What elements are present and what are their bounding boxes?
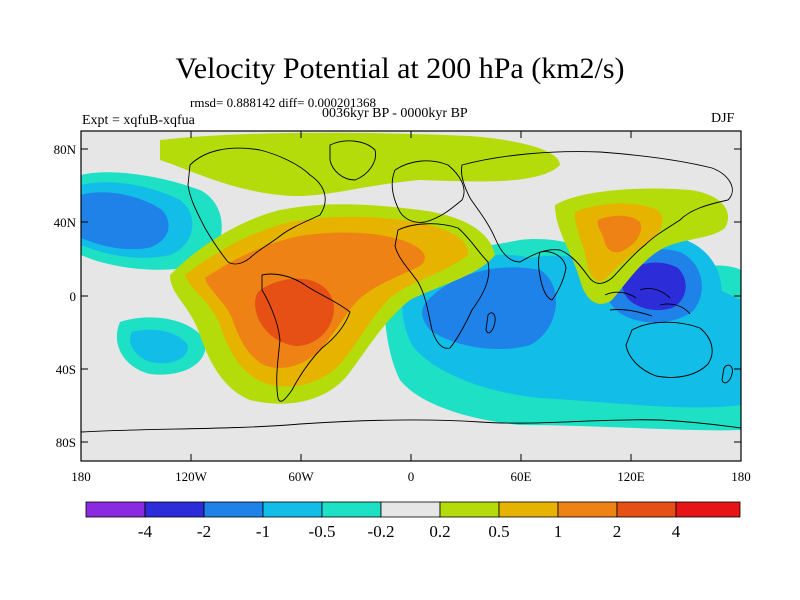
- colorbar-box-10: [675, 501, 741, 518]
- lon-label-120w: 120W: [175, 469, 208, 484]
- south-pacific-mid-negative: [130, 329, 188, 364]
- colorbar-label-5: 0.2: [429, 522, 450, 541]
- colorbar-labels: -4 -2 -1 -0.5 -0.2 0.2 0.5 1 2 4: [138, 522, 681, 541]
- coastline-india: [538, 251, 567, 301]
- colorbar-label-9: 4: [672, 522, 681, 541]
- lon-label-120e: 120E: [617, 469, 645, 484]
- lon-label-0: 0: [408, 469, 415, 484]
- coastlines: [81, 140, 741, 433]
- coastline-madagascar: [485, 312, 496, 334]
- colorbar-box-7: [498, 501, 559, 518]
- colorbar-label-1: -2: [197, 522, 211, 541]
- coastline-asia: [461, 151, 733, 284]
- coastline-africa: [394, 223, 490, 349]
- period-label: 0036kyr BP - 0000kyr BP: [322, 106, 468, 121]
- coastline-new-zealand: [721, 364, 733, 384]
- coastline-australia: [625, 321, 713, 378]
- lon-label-60w: 60W: [288, 469, 314, 484]
- colorbar-label-7: 1: [554, 522, 563, 541]
- south-america-maximum: [255, 278, 334, 346]
- colorbar-box-2: [203, 501, 264, 518]
- lat-label-80n: 80N: [54, 142, 77, 157]
- coastline-greenland: [329, 140, 376, 181]
- colorbar-label-4: -0.2: [368, 522, 395, 541]
- coastline-maritime-continent: [604, 287, 691, 317]
- north-pacific-strong-negative: [81, 192, 169, 250]
- colorbar-box-6: [439, 501, 500, 518]
- lat-label-40s: 40S: [56, 362, 76, 377]
- lat-label-equator: 0: [70, 289, 77, 304]
- colorbar-box-1: [144, 501, 205, 518]
- stats-label: rmsd= 0.888142 diff= 0.000201368: [190, 95, 376, 110]
- season-label: DJF: [711, 111, 735, 126]
- colorbar-box-0: [85, 501, 146, 518]
- map-title: Velocity Potential at 200 hPa (km2/s): [175, 52, 625, 85]
- experiment-label: Expt = xqfuB-xqfua: [82, 113, 195, 128]
- colorbar-box-4: [321, 501, 382, 518]
- colorbar-box-5: [380, 501, 441, 518]
- lat-label-40n: 40N: [54, 215, 77, 230]
- lat-ticks: [81, 148, 741, 443]
- colorbar-box-9: [616, 501, 677, 518]
- lat-label-80s: 80S: [56, 435, 76, 450]
- lat-labels: 80N 40N 0 40S 80S: [54, 142, 77, 450]
- arctic-positive: [160, 132, 560, 197]
- colorbar-label-2: -1: [256, 522, 270, 541]
- lon-label-60e: 60E: [511, 469, 532, 484]
- east-asia-strong-positive: [597, 215, 642, 253]
- colorbar-box-8: [557, 501, 618, 518]
- colorbar-label-0: -4: [138, 522, 153, 541]
- indian-ocean-strong-negative: [422, 267, 557, 350]
- lon-labels: 180 120W 60W 0 60E 120E 180: [71, 469, 751, 484]
- coastline-europe: [391, 160, 465, 223]
- lon-label-180e: 180: [731, 469, 751, 484]
- coastline-antarctica: [81, 419, 741, 433]
- colorbar-label-8: 2: [613, 522, 622, 541]
- colorbar-label-6: 0.5: [488, 522, 509, 541]
- colorbar: [85, 501, 741, 518]
- coastline-south-america: [261, 273, 351, 402]
- lon-label-180w: 180: [71, 469, 91, 484]
- coastline-north-america: [187, 147, 326, 265]
- colorbar-box-3: [262, 501, 323, 518]
- lon-ticks: [190, 131, 632, 461]
- contour-field: [81, 131, 741, 461]
- colorbar-label-3: -0.5: [309, 522, 336, 541]
